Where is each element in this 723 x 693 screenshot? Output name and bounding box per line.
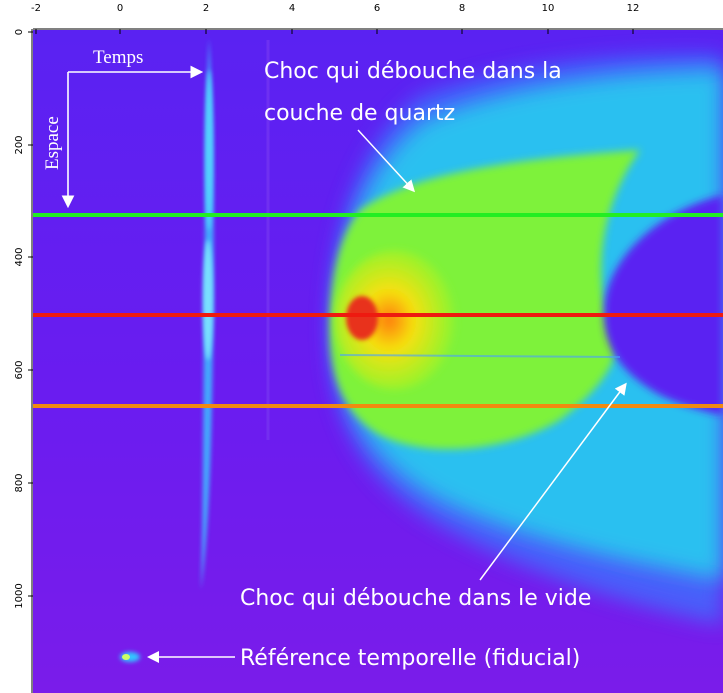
x-tick-label: 0 [117, 3, 123, 14]
x-tick-label: 8 [459, 3, 465, 14]
y-axis-ticks: 0 200 400 600 800 1000 [14, 29, 33, 609]
annotation-vacuum-arrow [479, 382, 627, 581]
x-tick-label: 4 [289, 3, 295, 14]
y-tick-label: 600 [14, 360, 25, 379]
y-tick-label: 1000 [14, 583, 25, 608]
x-tick-label: 6 [374, 3, 380, 14]
annotation-quartz-line1: Choc qui débouche dans la [264, 59, 562, 84]
x-tick-label: -2 [31, 3, 41, 14]
space-label: Espace [42, 116, 63, 170]
y-tick-label: 800 [14, 473, 25, 492]
y-tick-label: 200 [14, 135, 25, 154]
annotations: Choc qui débouche dans la couche de quar… [147, 59, 627, 671]
annotation-quartz-line2: couche de quartz [264, 101, 455, 126]
annotation-fiducial: Référence temporelle (fiducial) [240, 646, 580, 671]
x-tick-label: 2 [203, 3, 209, 14]
axis-arrows: Temps Espace [42, 47, 204, 209]
x-tick-label: 12 [627, 3, 640, 14]
annotation-vacuum: Choc qui débouche dans le vide [240, 586, 591, 611]
y-tick-label: 0 [14, 29, 25, 35]
annotation-quartz-arrow [357, 129, 416, 193]
x-axis-ticks: -2 0 2 4 6 8 10 12 [31, 3, 639, 34]
time-label: Temps [93, 47, 143, 68]
y-tick-label: 400 [14, 247, 25, 266]
x-tick-label: 10 [542, 3, 555, 14]
shock-emission [330, 54, 723, 626]
